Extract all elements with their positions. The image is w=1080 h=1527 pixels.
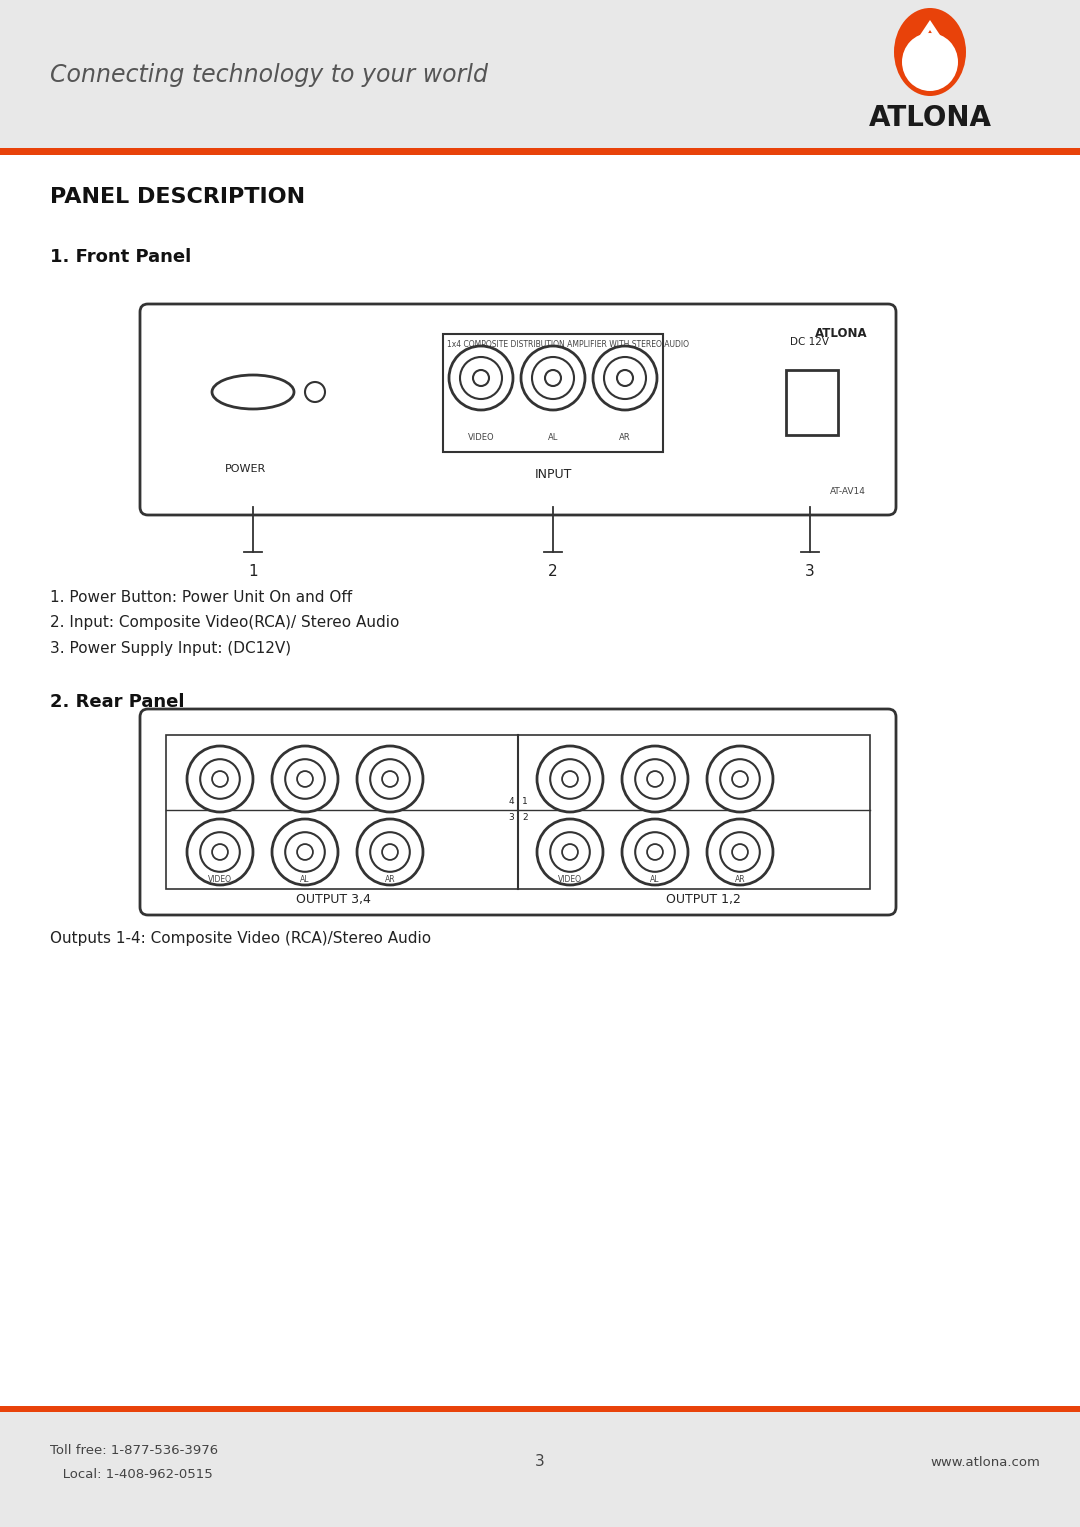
Circle shape bbox=[272, 818, 338, 886]
Text: VIDEO: VIDEO bbox=[208, 875, 232, 884]
Circle shape bbox=[617, 370, 633, 386]
Text: Local: 1-408-962-0515: Local: 1-408-962-0515 bbox=[50, 1467, 213, 1481]
Text: 3: 3 bbox=[509, 814, 514, 823]
Text: AR: AR bbox=[734, 875, 745, 884]
Circle shape bbox=[382, 844, 397, 860]
Circle shape bbox=[732, 771, 748, 786]
Text: AR: AR bbox=[619, 432, 631, 441]
Bar bbox=[0, 1412, 1080, 1527]
Bar bbox=[0, 148, 1080, 156]
Text: Toll free: 1-877-536-3976: Toll free: 1-877-536-3976 bbox=[50, 1443, 218, 1457]
Text: VIDEO: VIDEO bbox=[558, 875, 582, 884]
Circle shape bbox=[707, 747, 773, 812]
Circle shape bbox=[562, 844, 578, 860]
Circle shape bbox=[545, 370, 561, 386]
Text: AL: AL bbox=[650, 875, 660, 884]
Text: POWER: POWER bbox=[225, 464, 266, 473]
Text: AL: AL bbox=[548, 432, 558, 441]
Circle shape bbox=[635, 832, 675, 872]
Circle shape bbox=[212, 844, 228, 860]
Bar bbox=[786, 370, 838, 435]
Circle shape bbox=[357, 747, 423, 812]
Polygon shape bbox=[910, 20, 950, 50]
Text: OUTPUT 3,4: OUTPUT 3,4 bbox=[296, 892, 370, 906]
Circle shape bbox=[635, 759, 675, 799]
Bar bbox=[443, 334, 663, 452]
Circle shape bbox=[305, 382, 325, 402]
Circle shape bbox=[370, 759, 409, 799]
Text: 1x4 COMPOSITE DISTRIBUTION AMPLIFIER WITH STEREO AUDIO: 1x4 COMPOSITE DISTRIBUTION AMPLIFIER WIT… bbox=[447, 341, 689, 350]
Circle shape bbox=[622, 818, 688, 886]
Text: 4: 4 bbox=[509, 797, 514, 806]
Text: 2: 2 bbox=[549, 565, 557, 580]
Bar bbox=[166, 734, 870, 889]
Text: INPUT: INPUT bbox=[535, 469, 571, 481]
Text: Outputs 1-4: Composite Video (RCA)/Stereo Audio: Outputs 1-4: Composite Video (RCA)/Stere… bbox=[50, 931, 431, 947]
Text: ATLONA: ATLONA bbox=[868, 104, 991, 131]
Text: 3: 3 bbox=[535, 1455, 545, 1469]
Text: AL: AL bbox=[300, 875, 310, 884]
Circle shape bbox=[370, 832, 409, 872]
Circle shape bbox=[200, 832, 240, 872]
Circle shape bbox=[593, 347, 657, 411]
Circle shape bbox=[562, 771, 578, 786]
Circle shape bbox=[200, 759, 240, 799]
Text: 1: 1 bbox=[248, 565, 258, 580]
Circle shape bbox=[521, 347, 585, 411]
Text: 1. Power Button: Power Unit On and Off: 1. Power Button: Power Unit On and Off bbox=[50, 589, 352, 605]
Circle shape bbox=[212, 771, 228, 786]
Text: AR: AR bbox=[384, 875, 395, 884]
Text: Connecting technology to your world: Connecting technology to your world bbox=[50, 63, 488, 87]
FancyBboxPatch shape bbox=[140, 304, 896, 515]
Text: www.atlona.com: www.atlona.com bbox=[930, 1455, 1040, 1469]
FancyBboxPatch shape bbox=[140, 709, 896, 915]
Text: 3: 3 bbox=[805, 565, 815, 580]
Text: PANEL DESCRIPTION: PANEL DESCRIPTION bbox=[50, 186, 306, 208]
Circle shape bbox=[622, 747, 688, 812]
Circle shape bbox=[473, 370, 489, 386]
Circle shape bbox=[357, 818, 423, 886]
Circle shape bbox=[187, 747, 253, 812]
Text: ATLONA: ATLONA bbox=[815, 327, 868, 341]
Circle shape bbox=[449, 347, 513, 411]
Circle shape bbox=[732, 844, 748, 860]
Bar bbox=[0, 1406, 1080, 1412]
Circle shape bbox=[604, 357, 646, 399]
Text: 1. Front Panel: 1. Front Panel bbox=[50, 247, 191, 266]
Text: .: . bbox=[980, 104, 990, 131]
Text: 2. Input: Composite Video(RCA)/ Stereo Audio: 2. Input: Composite Video(RCA)/ Stereo A… bbox=[50, 615, 400, 631]
Text: 2: 2 bbox=[522, 814, 528, 823]
Circle shape bbox=[647, 844, 663, 860]
Text: 1: 1 bbox=[522, 797, 528, 806]
Circle shape bbox=[707, 818, 773, 886]
Circle shape bbox=[285, 832, 325, 872]
Text: OUTPUT 1,2: OUTPUT 1,2 bbox=[665, 892, 741, 906]
Circle shape bbox=[297, 844, 313, 860]
Circle shape bbox=[460, 357, 502, 399]
Text: VIDEO: VIDEO bbox=[468, 432, 495, 441]
Circle shape bbox=[550, 759, 590, 799]
Text: 3. Power Supply Input: (DC12V): 3. Power Supply Input: (DC12V) bbox=[50, 641, 292, 657]
Circle shape bbox=[720, 832, 760, 872]
Circle shape bbox=[272, 747, 338, 812]
Circle shape bbox=[537, 747, 603, 812]
Circle shape bbox=[297, 771, 313, 786]
Circle shape bbox=[647, 771, 663, 786]
Text: DC 12V: DC 12V bbox=[791, 337, 829, 347]
Circle shape bbox=[550, 832, 590, 872]
Circle shape bbox=[537, 818, 603, 886]
Circle shape bbox=[532, 357, 573, 399]
Circle shape bbox=[285, 759, 325, 799]
Circle shape bbox=[382, 771, 397, 786]
Text: 2. Rear Panel: 2. Rear Panel bbox=[50, 693, 185, 712]
Ellipse shape bbox=[212, 376, 294, 409]
Circle shape bbox=[720, 759, 760, 799]
Ellipse shape bbox=[894, 8, 966, 96]
Bar bbox=[0, 0, 1080, 148]
Text: AT-AV14: AT-AV14 bbox=[831, 487, 866, 496]
Circle shape bbox=[187, 818, 253, 886]
Ellipse shape bbox=[902, 34, 958, 92]
